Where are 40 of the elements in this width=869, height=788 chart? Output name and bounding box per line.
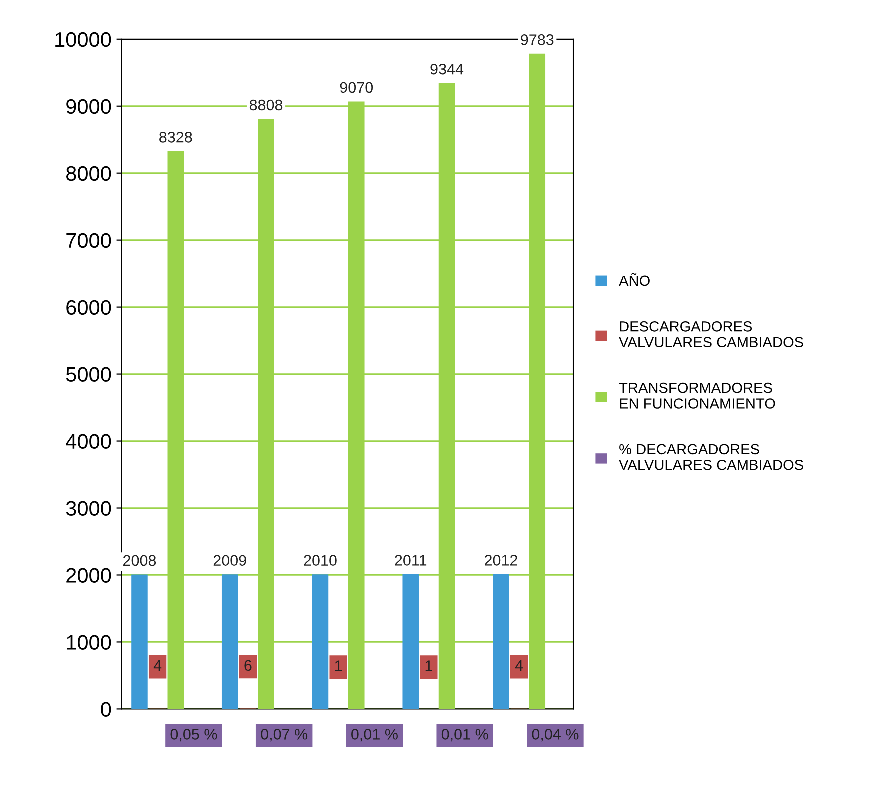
data-label: 6 xyxy=(244,660,252,672)
y-tick-label: 1000 xyxy=(67,635,112,650)
data-label: 2011 xyxy=(395,555,427,566)
y-tick-label: 0 xyxy=(101,702,112,717)
data-label: 8328 xyxy=(160,132,192,143)
data-label: 4 xyxy=(154,660,162,672)
y-tick-label: 10000 xyxy=(56,32,112,48)
data-label: 9783 xyxy=(521,34,554,46)
bar xyxy=(493,574,510,710)
data-label: 1 xyxy=(426,660,432,672)
data-label: 0,01 % xyxy=(442,729,488,742)
y-tick-label: 9000 xyxy=(66,99,112,114)
legend-label: TRANSFORMADORES EN FUNCIONAMIENTO xyxy=(619,382,776,409)
data-label: 1 xyxy=(335,660,342,672)
data-label: 8808 xyxy=(250,100,283,111)
y-tick-label: 4000 xyxy=(66,434,112,450)
data-label: 9344 xyxy=(430,64,464,75)
data-label: 0,07 % xyxy=(261,729,308,742)
y-tick-label: 8000 xyxy=(66,166,112,182)
data-label: 9070 xyxy=(340,82,374,94)
data-label: 2012 xyxy=(485,555,518,566)
legend-label: AÑO xyxy=(619,273,650,286)
data-label: 2010 xyxy=(304,555,337,566)
data-label: 0,05 % xyxy=(170,729,218,742)
y-tick-label: 5000 xyxy=(66,367,112,382)
y-tick-label: 3000 xyxy=(66,501,112,516)
data-label: 0,01 % xyxy=(352,729,398,742)
y-tick-label: 7000 xyxy=(66,233,112,248)
y-tick-label: 6000 xyxy=(66,300,112,316)
data-label: 0,04 % xyxy=(532,729,579,742)
bar xyxy=(222,574,238,710)
legend-label: DESCARGADORES VALVULARES CAMBIADOS xyxy=(619,321,804,348)
bar xyxy=(402,574,419,710)
y-tick-label: 2000 xyxy=(66,568,112,583)
data-label: 4 xyxy=(515,660,524,672)
bar xyxy=(132,574,148,710)
bar xyxy=(312,574,329,710)
data-label: 2008 xyxy=(124,555,156,566)
legend-label: % DECARGADORES VALVULARES CAMBIADOS xyxy=(619,444,804,470)
data-label: 2009 xyxy=(214,555,246,566)
